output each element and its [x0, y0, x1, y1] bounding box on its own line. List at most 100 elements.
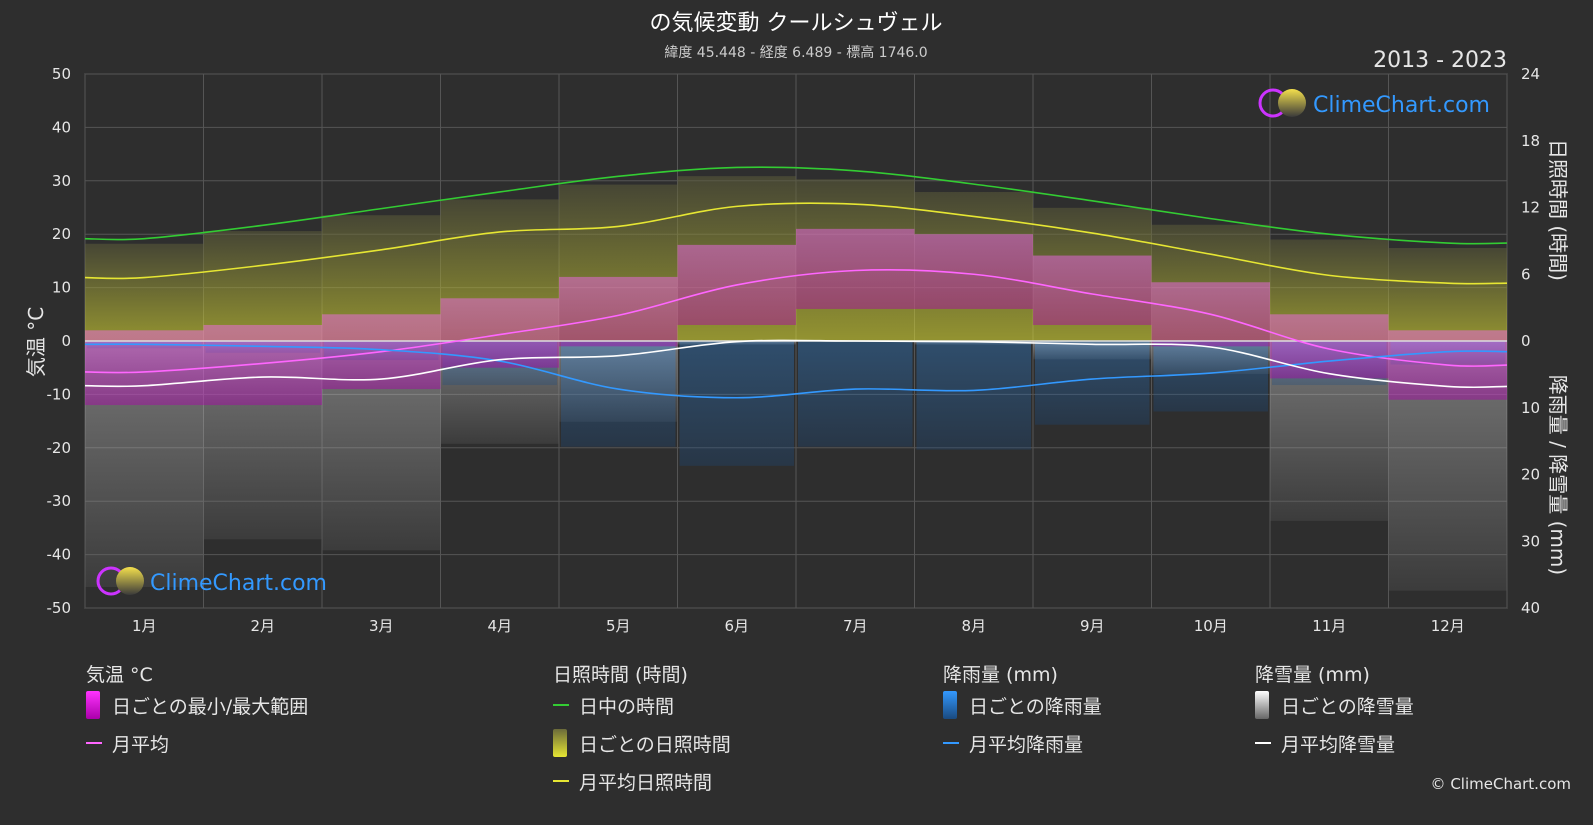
y-right-tick-label: 0 — [1521, 332, 1531, 350]
line-swatch — [1255, 742, 1271, 744]
snow-avg-line — [84, 339, 1508, 389]
right-axis-label-top: 日照時間 (時間) — [1546, 139, 1570, 281]
line-swatch — [86, 742, 102, 744]
x-tick-label: 11月 — [1312, 617, 1346, 635]
y-left-tick-label: 30 — [52, 172, 71, 190]
sunshine-band — [1388, 247, 1507, 341]
line-swatch — [553, 704, 569, 706]
x-tick-label: 5月 — [606, 617, 631, 635]
y-left-tick-label: 20 — [52, 225, 71, 243]
copyright: © ClimeChart.com — [1430, 775, 1571, 793]
x-tick-label: 12月 — [1431, 617, 1465, 635]
sunshine-avg-line — [84, 202, 1508, 285]
legend-snow: 降雪量 (mm) 日ごとの降雪量 月平均降雪量 — [1255, 660, 1414, 762]
legend-item: 日中の時間 — [553, 686, 731, 724]
sunshine-swatch — [553, 729, 567, 757]
temperature-range-band — [203, 324, 322, 406]
temperature-avg-line — [84, 268, 1508, 374]
y-left-tick-label: -10 — [47, 385, 72, 403]
legend-item: 月平均日照時間 — [553, 762, 731, 800]
y-right-tick-label: 6 — [1521, 265, 1531, 283]
legend-item: 日ごとの降雪量 — [1255, 686, 1414, 724]
x-tick-label: 10月 — [1194, 617, 1228, 635]
x-tick-label: 3月 — [369, 617, 394, 635]
logo-top: ClimeChart.com — [1258, 88, 1490, 118]
x-tick-label: 7月 — [843, 617, 868, 635]
legend-label: 月平均 — [112, 733, 170, 756]
rain-band — [916, 341, 1031, 450]
y-right-tick-label: 10 — [1521, 399, 1540, 417]
legend-item: 日ごとの最小/最大範囲 — [86, 686, 308, 724]
left-axis-label: 気温 °C — [24, 307, 48, 377]
legend-label: 月平均日照時間 — [579, 771, 713, 794]
x-tick-label: 2月 — [250, 617, 275, 635]
legend-heading-snow: 降雪量 (mm) — [1255, 664, 1370, 686]
x-axis-ticks: 1月 2月 3月 4月 5月 6月 7月 8月 9月 10月 11月 12月 — [132, 617, 1465, 635]
legend-label: 日ごとの最小/最大範囲 — [112, 695, 309, 718]
rain-band — [798, 341, 913, 447]
x-tick-label: 8月 — [961, 617, 986, 635]
temperature-range-band — [796, 228, 915, 309]
legend-label: 日中の時間 — [579, 695, 675, 718]
sunshine-band — [203, 231, 322, 341]
y-left-tick-label: 0 — [61, 332, 71, 350]
chart-title: の気候変動 クールシュヴェル — [650, 11, 943, 36]
rain-swatch — [943, 691, 957, 719]
period-label: 2013 - 2023 — [1373, 48, 1507, 73]
y-right-tick-label: 40 — [1521, 599, 1540, 617]
legend-item: 月平均 — [86, 724, 308, 762]
left-axis-ticks: 50 40 30 20 10 0 -10 -20 -30 -40 -50 — [47, 65, 72, 617]
legend-heading-sunshine: 日照時間 (時間) — [553, 664, 688, 686]
temperature-range-band — [85, 330, 204, 406]
y-right-tick-label: 18 — [1521, 132, 1540, 150]
legend-item: 月平均降雨量 — [943, 724, 1102, 762]
y-right-tick-label: 20 — [1521, 466, 1540, 484]
sunshine-band — [85, 243, 204, 341]
legend-sunshine: 日照時間 (時間) 日中の時間 日ごとの日照時間 月平均日照時間 — [553, 660, 731, 800]
legend-heading-temperature: 気温 °C — [86, 664, 153, 686]
legend-heading-rain: 降雨量 (mm) — [943, 664, 1058, 686]
y-left-tick-label: -40 — [47, 546, 72, 564]
line-swatch — [943, 742, 959, 744]
logo-sun-icon — [1278, 89, 1306, 117]
legend-label: 日ごとの降雨量 — [969, 695, 1102, 718]
logo-bottom: ClimeChart.com — [96, 566, 327, 596]
logo-text-bottom: ClimeChart.com — [150, 571, 327, 596]
legend-item: 月平均降雪量 — [1255, 724, 1414, 762]
x-tick-label: 6月 — [724, 617, 749, 635]
right-axis-ticks: 24 18 12 6 0 10 20 30 40 — [1521, 65, 1540, 617]
daylight-line — [84, 166, 1508, 245]
legend-item: 日ごとの日照時間 — [553, 724, 731, 762]
legend-item: 日ごとの降雨量 — [943, 686, 1102, 724]
snow-swatch — [1255, 691, 1269, 719]
y-left-tick-label: -30 — [47, 492, 72, 510]
y-left-tick-label: -50 — [47, 599, 72, 617]
legend-label: 月平均降雪量 — [1281, 733, 1396, 756]
y-right-tick-label: 12 — [1521, 199, 1540, 217]
y-right-tick-label: 24 — [1521, 65, 1540, 83]
legend-label: 日ごとの日照時間 — [579, 733, 731, 756]
logo-text-top: ClimeChart.com — [1313, 93, 1490, 118]
temperature-range-band — [559, 276, 678, 347]
data-lines — [84, 166, 1508, 399]
y-left-tick-label: 50 — [52, 65, 71, 83]
legend-temperature: 気温 °C 日ごとの最小/最大範囲 月平均 — [86, 660, 308, 762]
right-axis-label-bottom: 降雨量 / 降雪量 (mm) — [1546, 375, 1570, 575]
y-left-tick-label: -20 — [47, 439, 72, 457]
y-left-tick-label: 40 — [52, 118, 71, 136]
rain-avg-line — [84, 343, 1508, 399]
chart-subtitle: 緯度 45.448 - 経度 6.489 - 標高 1746.0 — [664, 44, 927, 61]
logo-sun-icon — [116, 567, 144, 595]
temperature-range-band — [1270, 314, 1389, 379]
y-left-tick-label: 10 — [52, 279, 71, 297]
y-right-tick-label: 30 — [1521, 532, 1540, 550]
range-swatch — [86, 691, 100, 719]
legend-label: 日ごとの降雪量 — [1281, 695, 1414, 718]
data-bands — [85, 176, 1507, 591]
rain-band — [679, 341, 794, 466]
legend-label: 月平均降雨量 — [969, 733, 1084, 756]
x-tick-label: 4月 — [487, 617, 512, 635]
legend-rain: 降雨量 (mm) 日ごとの降雨量 月平均降雨量 — [943, 660, 1102, 762]
x-tick-label: 1月 — [132, 617, 157, 635]
